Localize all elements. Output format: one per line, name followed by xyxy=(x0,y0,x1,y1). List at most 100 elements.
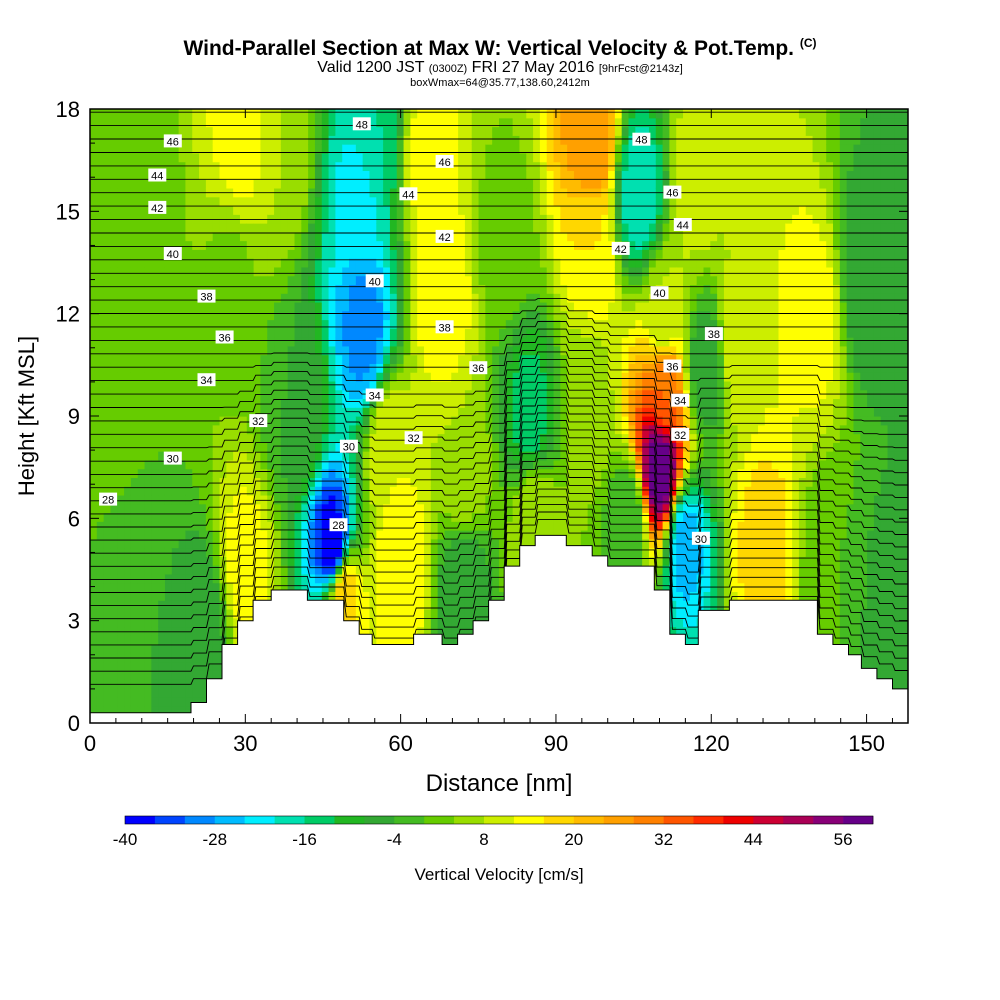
velocity-cell xyxy=(144,521,152,531)
velocity-cell xyxy=(451,565,459,575)
velocity-cell xyxy=(458,547,466,557)
velocity-cell xyxy=(444,214,452,224)
velocity-cell xyxy=(512,468,521,478)
velocity-cell xyxy=(539,319,548,329)
velocity-cell xyxy=(389,337,398,347)
velocity-cell xyxy=(396,266,405,277)
velocity-cell xyxy=(117,617,125,628)
velocity-cell xyxy=(294,337,302,347)
velocity-cell xyxy=(151,696,159,707)
velocity-cell xyxy=(512,231,521,242)
velocity-cell xyxy=(526,144,534,154)
velocity-cell xyxy=(178,494,187,505)
velocity-cell xyxy=(185,407,193,417)
velocity-cell xyxy=(301,266,309,277)
velocity-cell xyxy=(219,503,227,514)
velocity-cell xyxy=(485,196,493,207)
velocity-cell xyxy=(478,240,486,250)
velocity-cell xyxy=(130,617,139,628)
velocity-cell xyxy=(212,214,221,224)
velocity-cell xyxy=(246,258,255,268)
velocity-cell xyxy=(185,310,193,321)
velocity-cell xyxy=(192,424,200,435)
velocity-cell xyxy=(90,214,98,224)
velocity-cell xyxy=(124,547,132,557)
velocity-cell xyxy=(567,266,575,277)
velocity-cell xyxy=(90,626,98,636)
velocity-cell xyxy=(137,512,146,522)
velocity-cell xyxy=(335,249,343,259)
velocity-cell xyxy=(144,591,152,601)
velocity-cell xyxy=(451,310,459,321)
velocity-cell xyxy=(110,661,118,671)
velocity-cell xyxy=(499,565,507,575)
velocity-cell xyxy=(567,389,575,400)
velocity-cell xyxy=(424,494,432,505)
velocity-cell xyxy=(349,214,357,224)
velocity-cell xyxy=(137,135,146,145)
velocity-cell xyxy=(260,223,268,233)
velocity-cell xyxy=(560,301,568,312)
velocity-cell xyxy=(294,547,302,557)
velocity-cell xyxy=(274,135,282,145)
velocity-cell xyxy=(533,284,541,294)
velocity-cell xyxy=(90,652,98,663)
velocity-cell xyxy=(567,258,575,268)
velocity-cell xyxy=(539,266,548,277)
velocity-cell xyxy=(171,486,180,496)
velocity-cell xyxy=(164,398,173,408)
velocity-cell xyxy=(287,345,296,356)
velocity-cell xyxy=(505,117,514,128)
velocity-cell xyxy=(151,152,159,163)
velocity-cell xyxy=(301,345,309,356)
velocity-cell xyxy=(355,363,364,373)
velocity-cell xyxy=(226,459,234,470)
velocity-cell xyxy=(464,196,473,207)
velocity-cell xyxy=(383,328,391,338)
subtitle-forecast: [9hrFcst@2143z] xyxy=(598,63,683,75)
velocity-cell xyxy=(389,538,398,549)
velocity-cell xyxy=(560,503,568,514)
velocity-cell xyxy=(451,521,459,531)
velocity-cell xyxy=(239,538,248,549)
velocity-cell xyxy=(90,661,98,671)
velocity-cell xyxy=(526,240,534,250)
velocity-cell xyxy=(492,530,500,540)
velocity-cell xyxy=(417,451,425,461)
velocity-cell xyxy=(205,354,214,364)
velocity-cell xyxy=(192,380,200,391)
velocity-cell xyxy=(389,635,398,645)
velocity-cell xyxy=(185,380,193,391)
velocity-cell xyxy=(178,109,187,119)
velocity-cell xyxy=(178,275,187,286)
velocity-cell xyxy=(349,337,357,347)
velocity-cell xyxy=(539,231,548,242)
velocity-cell xyxy=(233,266,241,277)
velocity-cell xyxy=(233,240,241,250)
velocity-cell xyxy=(560,170,568,180)
velocity-cell xyxy=(137,275,146,286)
velocity-cell xyxy=(164,310,173,321)
velocity-cell xyxy=(239,135,248,145)
velocity-cell xyxy=(137,380,146,391)
velocity-cell xyxy=(239,144,248,154)
velocity-cell xyxy=(546,240,555,250)
velocity-cell xyxy=(335,310,343,321)
velocity-cell xyxy=(219,398,227,408)
velocity-cell xyxy=(239,240,248,250)
velocity-cell xyxy=(505,503,514,514)
velocity-cell xyxy=(471,310,480,321)
velocity-cell xyxy=(396,328,405,338)
velocity-cell xyxy=(437,249,446,259)
velocity-cell xyxy=(349,547,357,557)
velocity-cell xyxy=(301,486,309,496)
velocity-cell xyxy=(424,459,432,470)
velocity-cell xyxy=(512,530,521,540)
velocity-cell xyxy=(212,363,221,373)
velocity-cell xyxy=(212,284,221,294)
velocity-cell xyxy=(144,407,152,417)
velocity-cell xyxy=(239,354,248,364)
velocity-cell xyxy=(444,407,452,417)
velocity-cell xyxy=(499,521,507,531)
velocity-cell xyxy=(335,275,343,286)
